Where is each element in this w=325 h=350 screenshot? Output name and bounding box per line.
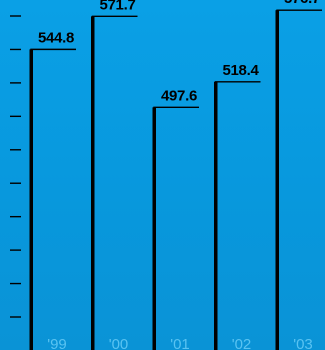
bar-edge [152, 107, 156, 350]
bar-value-label: 518.4 [222, 62, 259, 79]
y-axis-ticks [10, 15, 21, 318]
bar-edge [214, 81, 218, 350]
bar [276, 9, 322, 350]
bar-value-label: 571.7 [99, 0, 135, 13]
x-tick-label: '01 [170, 336, 190, 350]
bar [91, 15, 138, 350]
bar-value-label: 576.7 [284, 0, 320, 7]
bar [214, 81, 261, 350]
x-tick-label: '00 [109, 336, 129, 350]
bar-edge [275, 10, 279, 350]
bar-series [29, 9, 322, 350]
bar-edge [91, 16, 95, 350]
x-tick-label: '02 [232, 336, 252, 350]
bar [30, 48, 76, 350]
bar-value-labels: 544.8 571.7 497.6 518.4 576.7 [38, 0, 320, 104]
bar-value-label: 497.6 [161, 87, 197, 104]
bar-value-label: 544.8 [38, 29, 74, 46]
x-tick-label: '03 [293, 336, 313, 350]
bar-edge [29, 49, 33, 350]
x-tick-label: '99 [47, 336, 67, 350]
x-axis-tick-labels: '99 '00 '01 '02 '03 [47, 336, 313, 350]
bar [153, 106, 199, 350]
